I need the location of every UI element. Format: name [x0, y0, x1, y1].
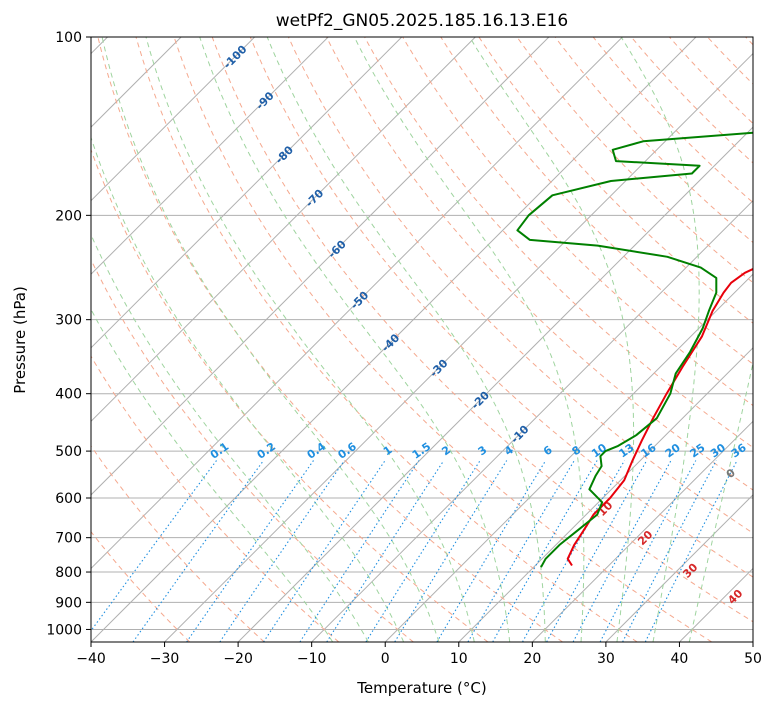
y-tick-label: 700 — [55, 531, 82, 547]
x-tick-label: 50 — [744, 651, 762, 667]
background-reference-lines — [91, 37, 753, 642]
y-tick-label: 500 — [55, 444, 82, 460]
isotherm-line — [91, 37, 697, 642]
x-tick-label: −10 — [297, 651, 327, 667]
x-tick-label: 40 — [671, 651, 689, 667]
moist-adiabat-line — [620, 37, 700, 642]
mixing-ratio-line — [644, 460, 738, 642]
y-tick-label: 900 — [55, 595, 82, 611]
dry-adiabat-line — [516, 37, 753, 284]
x-tick-label: 20 — [523, 651, 541, 667]
dry-adiabat-line — [554, 37, 753, 244]
y-tick-label: 600 — [55, 491, 82, 507]
x-tick-label: 10 — [450, 651, 468, 667]
moist-adiabat-line — [145, 37, 475, 642]
dry-adiabat-line — [249, 37, 753, 578]
moist-adiabat-line — [101, 37, 440, 642]
mixing-ratio-line — [91, 460, 217, 632]
y-tick-label: 800 — [55, 565, 82, 581]
x-tick-label: 30 — [597, 651, 615, 667]
mixing-ratio-line — [522, 460, 625, 642]
x-axis-title: Temperature (°C) — [356, 679, 486, 697]
mixing-ratio-line — [299, 460, 420, 642]
mixing-ratio-line — [436, 460, 547, 642]
temperature-profile-line — [566, 267, 753, 567]
dry-adiabat-line — [91, 355, 340, 642]
moist-adiabat-line — [91, 233, 369, 642]
sounding-profiles — [516, 131, 753, 568]
mixing-ratio-line — [132, 460, 264, 642]
mixing-ratio-line — [186, 460, 314, 642]
dry-adiabat-line — [364, 37, 753, 449]
isotherm-line — [237, 126, 753, 642]
mixing-ratio-line — [467, 460, 575, 642]
moist-adiabat-line — [91, 136, 405, 642]
dry-adiabat-line — [135, 37, 638, 642]
chart-title: wetPf2_GN05.2025.185.16.13.E16 — [276, 11, 568, 31]
x-tick-label: −20 — [223, 651, 253, 667]
dry-adiabat-line — [478, 37, 753, 324]
dry-adiabat-line — [630, 37, 753, 164]
moist-adiabat-line — [266, 37, 546, 642]
isotherm-line — [605, 494, 753, 642]
dry-adiabat-line — [211, 37, 753, 623]
mixing-ratio-line — [219, 460, 345, 642]
isotherm-line — [91, 37, 329, 275]
isotherm-line — [384, 273, 753, 642]
dewpoint-profile-line — [516, 131, 753, 568]
x-axis: −40 −30 −20 −10 0 10 20 30 40 50 — [76, 642, 762, 667]
dry-adiabat-line — [91, 530, 191, 642]
y-tick-label: 400 — [55, 387, 82, 403]
y-tick-label: 100 — [55, 30, 82, 46]
y-tick-label: 200 — [55, 208, 82, 224]
isotherm-line — [91, 37, 623, 570]
dry-adiabat-line — [402, 37, 753, 407]
y-axis: 100 200 300 400 500 600 700 800 900 1000 — [46, 30, 91, 638]
isotherm-line — [752, 641, 753, 642]
isotherm-line — [91, 37, 476, 423]
isotherm-line — [164, 52, 753, 642]
isotherm-line — [91, 37, 550, 496]
plot-background — [91, 37, 753, 642]
x-tick-label: 0 — [381, 651, 390, 667]
mixing-ratio-line — [263, 460, 386, 642]
dry-adiabat-line — [326, 37, 753, 491]
dry-adiabat-line — [287, 37, 753, 534]
isotherm-line — [91, 37, 403, 349]
y-axis-title: Pressure (hPa) — [11, 286, 29, 394]
plot-frame — [90, 36, 754, 643]
isotherm-line — [91, 37, 256, 202]
isotherm-line — [458, 347, 753, 642]
mixing-ratio-line — [492, 460, 598, 642]
x-tick-label: −30 — [150, 651, 180, 667]
x-tick-label: −40 — [76, 651, 106, 667]
moist-adiabat-line — [353, 37, 585, 642]
isotherm-line — [531, 420, 753, 642]
y-tick-label: 1000 — [46, 622, 82, 638]
dry-adiabat-line — [440, 37, 753, 365]
mixing-ratio-line — [546, 460, 648, 642]
y-tick-label: 300 — [55, 313, 82, 329]
